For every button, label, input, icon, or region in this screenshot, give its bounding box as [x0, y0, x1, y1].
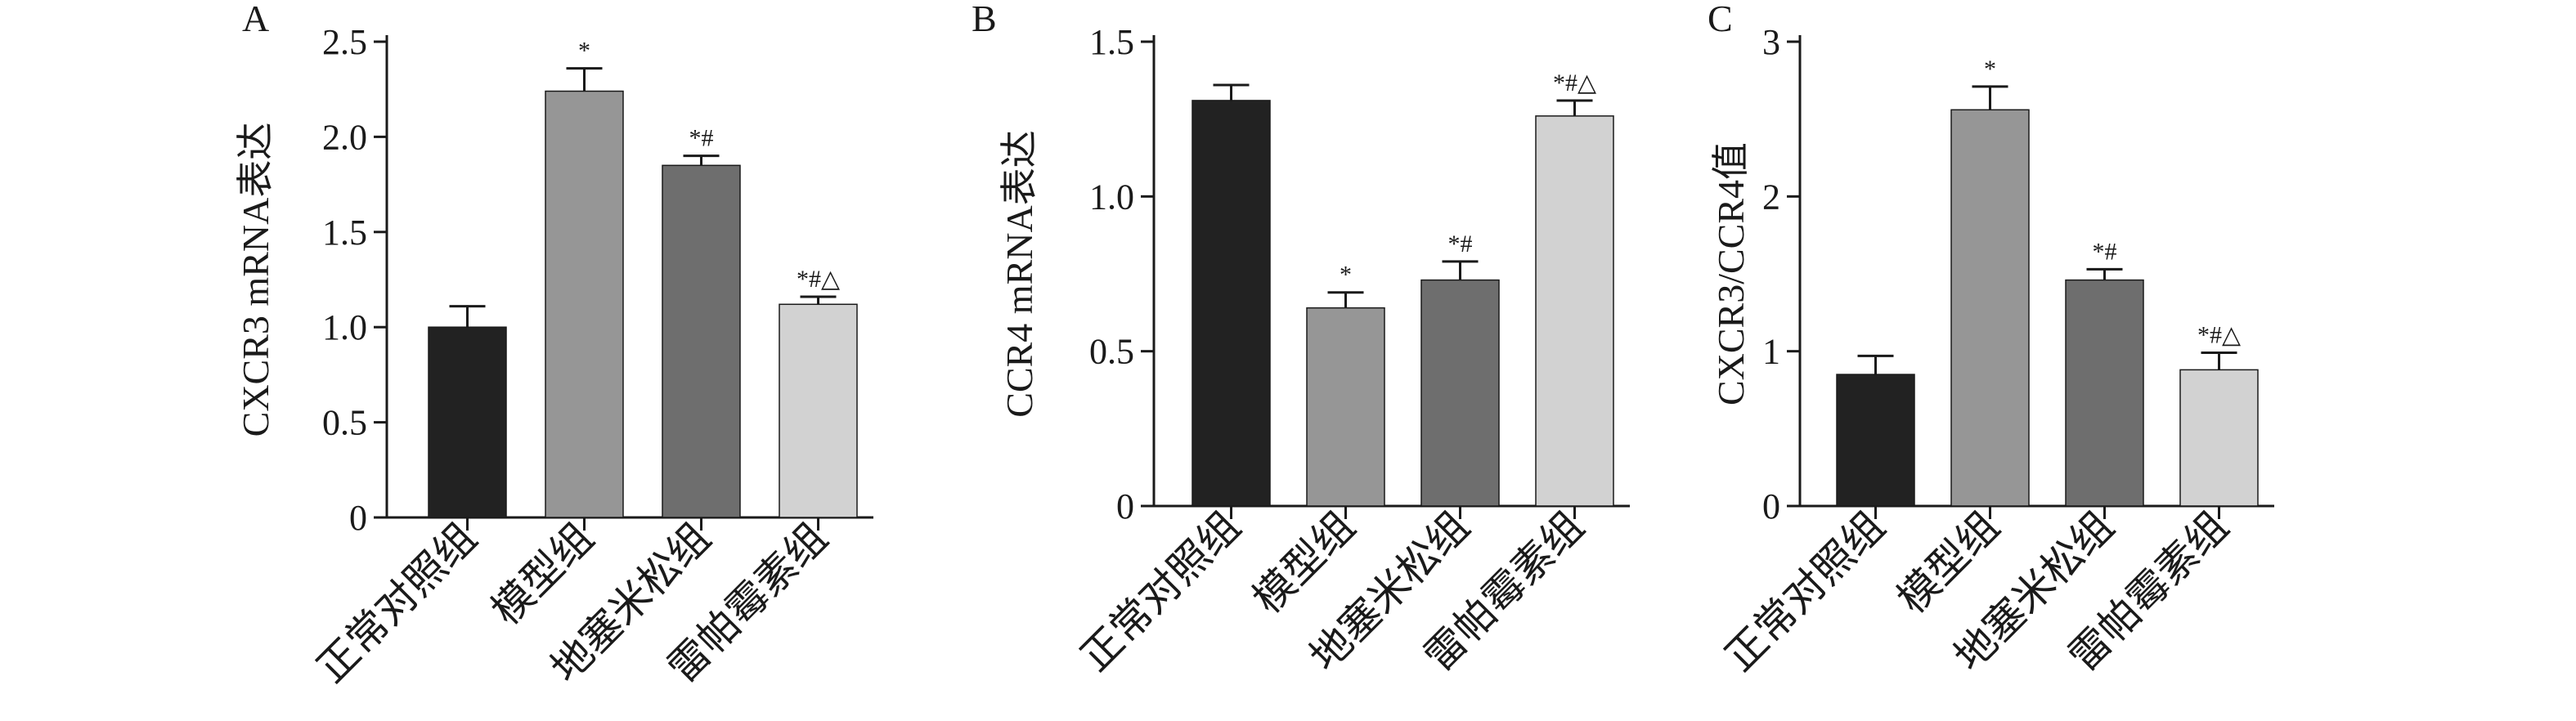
significance-label: *# — [2093, 238, 2117, 265]
bar — [662, 164, 741, 518]
bar — [779, 303, 858, 518]
y-axis-title: CXCR3/CCR4值 — [1710, 142, 1752, 405]
y-tick-label: 0 — [1116, 486, 1134, 526]
y-tick-label: 1.0 — [322, 307, 367, 347]
category-label: 正常对照组 — [1072, 503, 1249, 679]
y-tick-label: 2 — [1762, 177, 1780, 217]
significance-label: *# — [1448, 231, 1473, 258]
y-tick-label: 1.0 — [1089, 177, 1134, 217]
significance-label: * — [578, 38, 590, 65]
significance-label: * — [1340, 262, 1352, 289]
category-label: 正常对照组 — [1717, 503, 1893, 679]
category-label: 正常对照组 — [308, 514, 485, 691]
category-label: 模型组 — [483, 514, 603, 634]
y-tick-label: 2.5 — [322, 22, 367, 62]
bar — [1420, 279, 1500, 507]
y-tick-label: 1 — [1762, 332, 1780, 372]
y-tick-label: 0.5 — [322, 403, 367, 443]
bar — [428, 326, 507, 518]
significance-label: *# — [689, 125, 714, 152]
significance-label: *#△ — [797, 266, 840, 293]
bar — [545, 90, 624, 518]
y-tick-label: 3 — [1762, 22, 1780, 62]
y-tick-label: 0 — [1762, 486, 1780, 526]
bar — [2065, 279, 2144, 507]
y-axis-title: CCR4 mRNA表达 — [999, 130, 1040, 417]
bar — [1950, 109, 2030, 507]
significance-label: * — [1984, 56, 1996, 83]
panel-label: A — [242, 0, 269, 39]
bar — [2179, 369, 2259, 507]
significance-label: *#△ — [1553, 69, 1596, 96]
panel-label: B — [972, 0, 997, 39]
bar — [1836, 374, 1915, 507]
significance-label: *#△ — [2197, 322, 2241, 349]
bar — [1192, 100, 1271, 507]
y-tick-label: 2.0 — [322, 117, 367, 157]
y-tick-label: 0 — [349, 498, 367, 538]
y-axis-title: CXCR3 mRNA表达 — [235, 123, 276, 437]
bar — [1535, 115, 1614, 507]
y-tick-label: 1.5 — [1089, 22, 1134, 62]
bar — [1306, 307, 1385, 507]
panel-label: C — [1708, 0, 1733, 39]
y-tick-label: 1.5 — [322, 213, 367, 253]
y-tick-label: 0.5 — [1089, 332, 1134, 372]
